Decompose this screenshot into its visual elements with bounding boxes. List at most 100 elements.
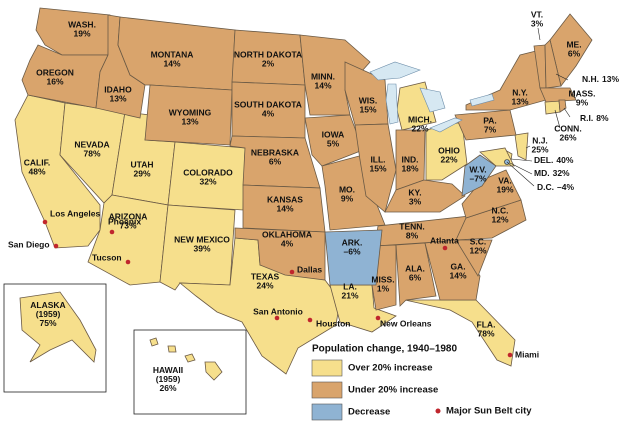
state-change: 14%	[276, 204, 293, 214]
state-label: N.J. 25%	[531, 136, 548, 155]
leader-line	[571, 95, 577, 99]
state-change: 78%	[477, 329, 494, 339]
state-label: MINN. 14%	[311, 72, 335, 91]
state-change: 29%	[133, 169, 150, 179]
legend-swatch	[311, 403, 343, 421]
state-change: 26%	[159, 383, 176, 393]
state-label: R.I. 8%	[580, 113, 609, 123]
state-label: ME. 6%	[566, 40, 581, 59]
state-change: 14%	[163, 59, 180, 69]
city-label: New Orleans	[380, 318, 432, 328]
state-change: 26%	[559, 133, 576, 143]
state-shape	[558, 99, 567, 113]
state-label: S.C. 12%	[469, 237, 486, 256]
state-label: MO. 9%	[339, 185, 355, 204]
state-label: VT. 3%	[531, 10, 544, 29]
state-label: NEW MEXICO 39%	[174, 235, 230, 254]
state-change: 19%	[496, 185, 513, 195]
lake-erie	[429, 117, 463, 133]
state-change: 40%	[556, 155, 573, 165]
city-label: Phoenix	[108, 216, 141, 226]
city-dot	[375, 315, 381, 321]
state-label: ILL. 15%	[369, 155, 386, 174]
state-name: (1959)	[36, 309, 61, 319]
city-label: Dallas	[297, 264, 322, 274]
leader-line	[506, 161, 535, 187]
state-label: CONN. 26%	[554, 124, 581, 143]
state-label: D.C. –4%	[537, 182, 574, 192]
lake-ontario	[469, 93, 495, 107]
state-shape	[324, 229, 383, 286]
state-label: TEXAS 24%	[251, 272, 280, 291]
state-name: N.H.	[582, 74, 599, 84]
city-label: San Diego	[8, 239, 50, 249]
state-name: IND.	[402, 155, 419, 165]
state-name: NEBRASKA	[251, 148, 299, 158]
state-name: TEXAS	[251, 272, 280, 282]
city-label: Houston	[316, 318, 350, 328]
state-label: VA. 19%	[496, 176, 513, 195]
state-change: 13%	[181, 117, 198, 127]
state-label: FLA. 78%	[477, 320, 496, 339]
state-label: N.Y. 13%	[511, 88, 528, 107]
state-shape	[454, 109, 517, 141]
city-dot	[442, 245, 448, 251]
state-change: 9%	[576, 98, 589, 108]
state-name: ILL.	[370, 155, 385, 165]
state-shape	[539, 87, 577, 103]
state-label: MASS. 9%	[569, 89, 596, 108]
state-name: MD.	[534, 168, 550, 178]
state-change: 6%	[568, 49, 581, 59]
state-change: 13%	[602, 74, 619, 84]
state-change: 6%	[409, 273, 422, 283]
state-label: PA. 7%	[483, 116, 497, 135]
state-change: 9%	[341, 194, 354, 204]
leader-line	[563, 107, 571, 118]
state-shape	[19, 291, 97, 363]
state-name: ARIZONA	[109, 212, 148, 222]
state-label: IOWA 5%	[322, 130, 345, 149]
state-name: VT.	[531, 10, 543, 20]
state-name: N.C.	[492, 206, 509, 216]
lake-michigan	[385, 83, 399, 125]
leader-line	[555, 73, 569, 81]
state-change: 3%	[409, 197, 422, 207]
state-label: DEL. 40%	[534, 155, 574, 165]
state-label: ARIZONA 73%	[109, 212, 148, 231]
city-label: Los Angeles	[50, 208, 100, 218]
state-name: S.C.	[470, 237, 487, 247]
state-change: 73%	[119, 221, 136, 231]
state-change: 6%	[269, 157, 282, 167]
state-shape	[149, 337, 223, 381]
state-label: WIS. 15%	[359, 96, 377, 115]
state-shape	[395, 242, 437, 307]
state-name: VA.	[498, 176, 512, 186]
state-change: 22%	[411, 124, 428, 134]
cities: Los Angeles San Diego Phoenix Tucson Dallas S…	[8, 208, 539, 359]
city-dot	[125, 259, 131, 265]
state-name: MO.	[339, 185, 355, 195]
state-shape	[404, 299, 516, 367]
state-change: 19%	[73, 29, 90, 39]
legend-label: Decrease	[348, 407, 390, 418]
state-change: 8%	[596, 113, 609, 123]
state-name: IOWA	[322, 130, 345, 140]
state-change: 7%	[484, 125, 497, 135]
city-dot	[289, 269, 295, 275]
state-name: NEW MEXICO	[174, 235, 230, 245]
state-label: N.H. 13%	[582, 74, 619, 84]
state-name: ME.	[566, 40, 581, 50]
state-name: N.Y.	[512, 88, 528, 98]
state-label: IND. 18%	[401, 155, 418, 174]
state-name: MICH.	[408, 115, 432, 125]
leader-line	[510, 158, 533, 162]
state-label: CALIF. 48%	[24, 158, 50, 177]
state-change: 3%	[531, 19, 544, 29]
city-label: Miami	[515, 349, 539, 359]
state-label: ALA. 6%	[405, 264, 425, 283]
state-change: 78%	[83, 149, 100, 159]
state-change: 1%	[377, 284, 390, 294]
state-shape	[455, 239, 493, 277]
city-dot	[307, 317, 313, 323]
state-change: 13%	[511, 97, 528, 107]
